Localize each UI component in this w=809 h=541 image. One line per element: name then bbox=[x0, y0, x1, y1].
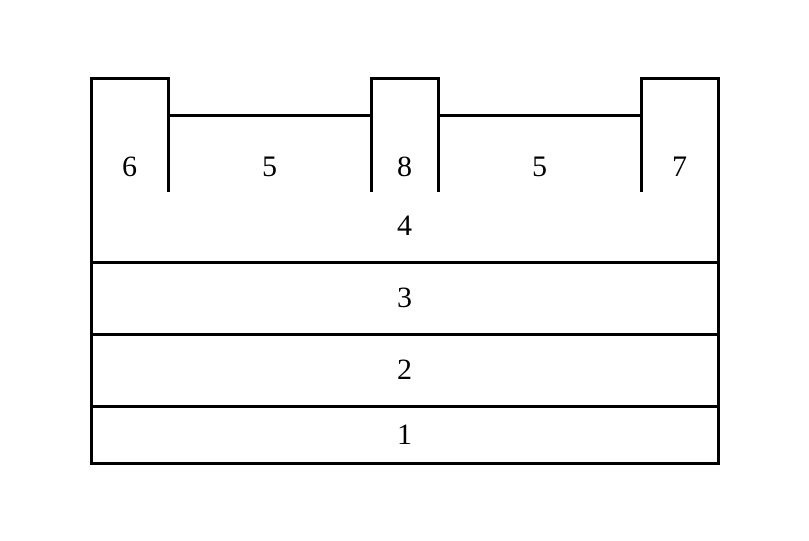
layer-label: 2 bbox=[397, 353, 412, 387]
layer-2: 2 bbox=[90, 333, 720, 408]
layer-label: 3 bbox=[397, 281, 412, 315]
layer-label: 4 bbox=[397, 209, 412, 243]
top-row: 6 5 8 5 7 bbox=[90, 77, 720, 192]
block-label: 5 bbox=[532, 150, 547, 184]
block-6: 6 bbox=[90, 77, 170, 192]
block-label: 5 bbox=[262, 150, 277, 184]
block-5-left: 5 bbox=[170, 114, 370, 192]
layer-1: 1 bbox=[90, 405, 720, 465]
block-8: 8 bbox=[370, 77, 440, 192]
block-7: 7 bbox=[640, 77, 720, 192]
layer-4: 4 bbox=[90, 189, 720, 264]
layer-label: 1 bbox=[397, 418, 412, 452]
block-5-right: 5 bbox=[440, 114, 640, 192]
block-label: 7 bbox=[672, 150, 687, 184]
block-label: 6 bbox=[122, 150, 137, 184]
block-diagram: 6 5 8 5 7 4 3 2 1 bbox=[90, 77, 720, 465]
block-label: 8 bbox=[397, 150, 412, 184]
layer-3: 3 bbox=[90, 261, 720, 336]
